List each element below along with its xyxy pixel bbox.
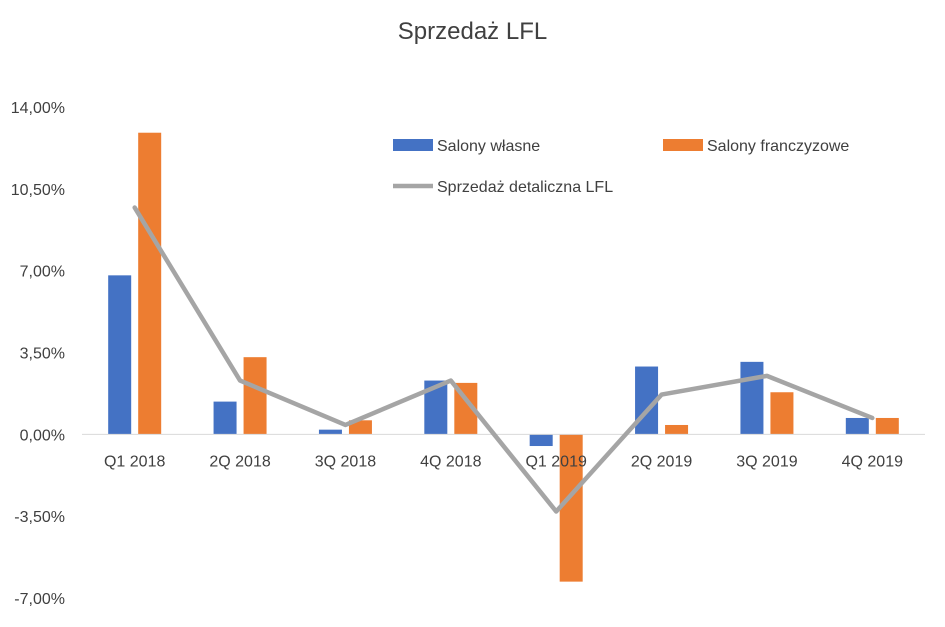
bar <box>875 417 899 435</box>
bar <box>845 417 869 435</box>
bar <box>138 132 162 435</box>
legend-swatch <box>663 139 703 151</box>
x-tick-label: 2Q 2019 <box>631 453 692 470</box>
x-tick-label: 3Q 2019 <box>736 453 797 470</box>
bar <box>318 429 342 435</box>
y-tick-label: -3,50% <box>14 509 65 526</box>
legend-label: Salony franczyzowe <box>707 138 849 155</box>
bar <box>740 361 764 435</box>
legend-label: Salony własne <box>437 138 540 155</box>
bar <box>348 420 372 435</box>
y-tick-label: 3,50% <box>20 346 65 363</box>
bar <box>424 380 448 435</box>
y-tick-label: 14,00% <box>11 100 65 117</box>
y-tick-label: 10,50% <box>11 182 65 199</box>
x-tick-label: 4Q 2018 <box>420 453 481 470</box>
y-tick-label: -7,00% <box>14 591 65 608</box>
series-line <box>132 205 875 514</box>
legend-swatch <box>393 139 433 151</box>
bar <box>770 392 794 435</box>
y-tick-label: 7,00% <box>20 264 65 281</box>
chart-title: Sprzedaż LFL <box>397 18 548 45</box>
x-tick-label: Q1 2019 <box>525 453 586 470</box>
legend-label: Sprzedaż detaliczna LFL <box>437 179 613 196</box>
bar <box>529 434 553 447</box>
bar <box>665 424 689 435</box>
bar <box>108 275 132 435</box>
x-tick-label: Q1 2018 <box>104 453 165 470</box>
y-tick-label: 0,00% <box>20 427 65 444</box>
x-tick-label: 2Q 2018 <box>209 453 270 470</box>
bar <box>243 357 267 435</box>
bar <box>213 401 237 435</box>
bar <box>454 382 478 435</box>
x-tick-label: 4Q 2019 <box>842 453 903 470</box>
x-tick-label: 3Q 2018 <box>315 453 376 470</box>
bar <box>559 434 583 582</box>
